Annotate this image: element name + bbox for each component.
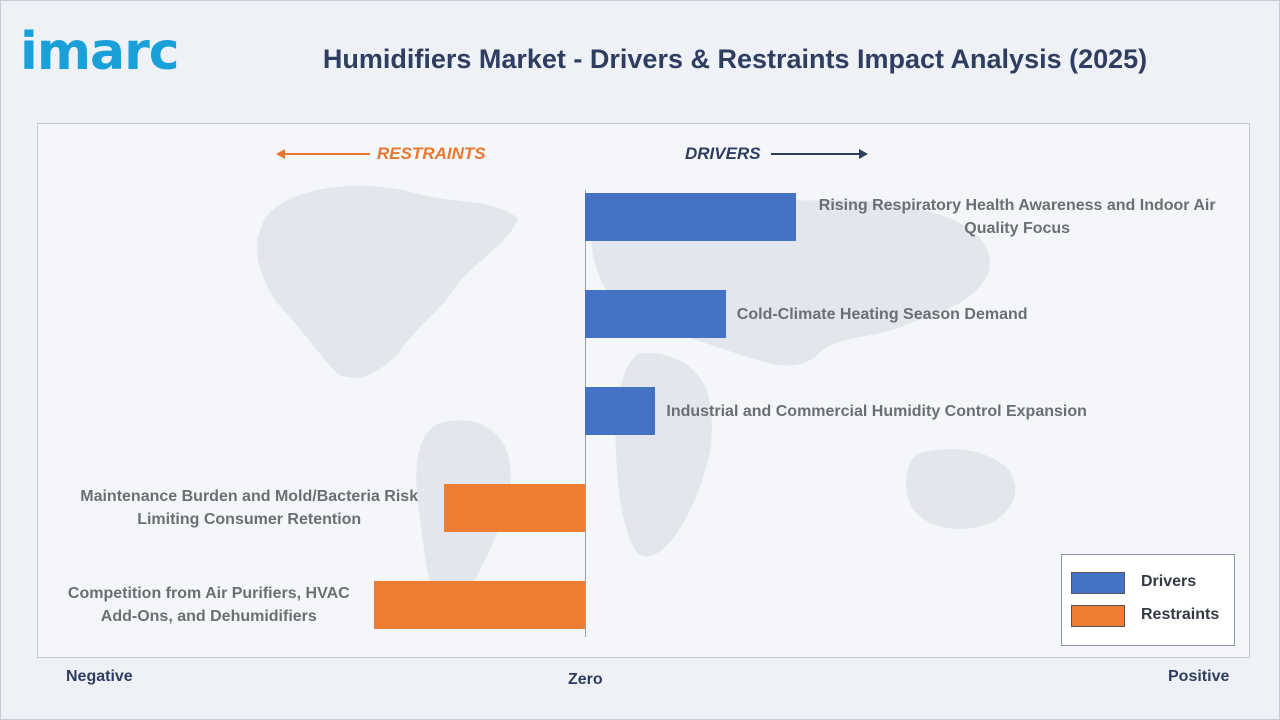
- legend-label-drivers: Drivers: [1141, 573, 1197, 590]
- bar-5: [373, 581, 585, 629]
- bar-label-5: Competition from Air Purifiers, HVAC Add…: [67, 585, 350, 625]
- axis-label-zero: Zero: [568, 671, 603, 688]
- bar-label-4: Maintenance Burden and Mold/Bacteria Ris…: [80, 488, 419, 528]
- legend-swatch-drivers: [1071, 572, 1125, 594]
- bar-3: [585, 387, 656, 435]
- bar-label-3: Industrial and Commercial Humidity Contr…: [666, 402, 1087, 420]
- chart-panel: RESTRAINTS DRIVERS Rising Respiratory He…: [37, 123, 1250, 658]
- axis-label-positive: Positive: [1168, 668, 1230, 685]
- drivers-direction-label: DRIVERS: [685, 144, 761, 163]
- imarc-logo: imarc: [20, 22, 180, 82]
- restraints-direction-label: RESTRAINTS: [377, 144, 486, 163]
- restraints-arrow: [276, 149, 370, 159]
- chart-title: Humidifiers Market - Drivers & Restraint…: [322, 44, 1148, 74]
- drivers-arrow: [771, 149, 868, 159]
- bar-2: [585, 290, 726, 338]
- bar-4: [444, 484, 585, 532]
- bar-label-1: Rising Respiratory Health Awareness and …: [818, 197, 1216, 237]
- legend: Drivers Restraints: [1061, 554, 1235, 646]
- legend-label-restraints: Restraints: [1141, 606, 1220, 623]
- axis-label-negative: Negative: [66, 668, 133, 685]
- bar-label-2: Cold-Climate Heating Season Demand: [736, 305, 1028, 323]
- bar-1: [585, 193, 797, 241]
- legend-swatch-restraints: [1071, 605, 1125, 627]
